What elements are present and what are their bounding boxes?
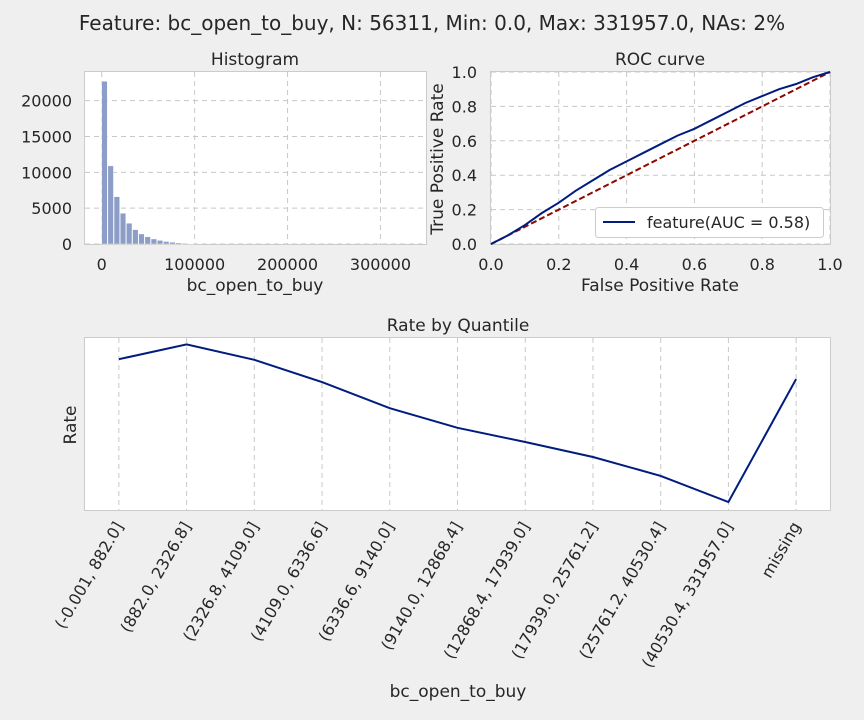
quantile-x-tick-label: missing	[757, 519, 804, 582]
histogram-panel: Histogram 0 100000 200000 300000 0 5000 10000…	[21, 50, 427, 296]
histogram-x-label: bc_open_to_buy	[187, 276, 324, 296]
histogram-y-tick-label: 0	[62, 235, 72, 254]
roc-y-tick-label: 0.0	[452, 235, 477, 254]
roc-y-tick-label: 0.2	[452, 201, 477, 220]
histogram-bar	[113, 196, 120, 245]
quantile-grid	[118, 338, 797, 510]
roc-x-tick-label: 0.4	[614, 255, 639, 274]
histogram-bars	[101, 81, 194, 245]
roc-x-tick-label: 1.0	[817, 255, 842, 274]
roc-x-tick-label: 0.6	[682, 255, 707, 274]
roc-y-tick-label: 0.8	[452, 97, 477, 116]
figure-suptitle: Feature: bc_open_to_buy, N: 56311, Min: …	[79, 11, 785, 35]
roc-panel: ROC curve 0.0 0.2 0.4 0.6 0.8 1.0 0.00.20.40.…	[428, 50, 843, 296]
quantile-line	[118, 343, 797, 504]
histogram-x-tick-label: 0	[97, 255, 107, 274]
roc-y-label: True Positive Rate	[428, 83, 448, 235]
quantile-x-tick-label: (2326.8, 4109.0]	[179, 519, 263, 645]
histogram-grid	[85, 72, 426, 245]
histogram-bar	[107, 165, 114, 245]
histogram-x-tick-label: 300000	[350, 255, 411, 274]
roc-legend-box	[595, 207, 824, 238]
histogram-bar	[132, 229, 139, 245]
quantile-title: Rate by Quantile	[387, 316, 530, 336]
histogram-bar	[126, 223, 133, 245]
histogram-bar	[157, 240, 164, 245]
histogram-y-ticks: 0 5000 10000 15000 20000	[21, 92, 72, 254]
quantile-x-tick-label: (6336.6, 9140.0]	[314, 519, 398, 645]
quantile-x-tick-label: (-0.001, 882.0]	[51, 519, 127, 632]
roc-y-tick-label: 1.0	[452, 63, 477, 82]
roc-title: ROC curve	[615, 50, 705, 70]
quantile-x-ticks: (-0.001, 882.0](882.0, 2326.8](2326.8, 4…	[51, 519, 805, 672]
quantile-y-label: Rate	[61, 406, 81, 445]
roc-x-tick-label: 0.0	[478, 255, 503, 274]
roc-y-tick-label: 0.4	[452, 166, 477, 185]
quantile-x-label: bc_open_to_buy	[390, 682, 527, 702]
histogram-bar	[169, 242, 176, 245]
histogram-bar	[101, 81, 108, 245]
histogram-bar	[163, 241, 170, 245]
quantile-panel: Rate by Quantile (-0.001, 882.0](882.0, …	[51, 316, 831, 702]
histogram-y-tick-label: 10000	[21, 163, 72, 182]
histogram-bar	[181, 243, 188, 245]
quantile-x-tick-label: (882.0, 2326.8]	[116, 519, 195, 636]
histogram-bar	[138, 233, 145, 245]
roc-x-ticks: 0.0 0.2 0.4 0.6 0.8 1.0	[478, 255, 842, 274]
roc-x-tick-label: 0.2	[546, 255, 571, 274]
histogram-y-tick-label: 5000	[31, 199, 72, 218]
roc-x-tick-label: 0.8	[749, 255, 774, 274]
histogram-x-ticks: 0 100000 200000 300000	[97, 255, 411, 274]
roc-y-tick-label: 0.6	[452, 132, 477, 151]
histogram-bar	[120, 212, 127, 245]
roc-curve	[490, 71, 831, 245]
histogram-y-tick-label: 15000	[21, 128, 72, 147]
roc-x-label: False Positive Rate	[581, 276, 739, 296]
quantile-rate-line	[118, 343, 797, 504]
roc-y-ticks: 0.0 0.2 0.4 0.6 0.8 1.0	[452, 63, 477, 254]
roc-diagonal-line	[490, 71, 831, 245]
histogram-y-tick-label: 20000	[21, 92, 72, 111]
roc-legend-label: feature(AUC = 0.58)	[647, 213, 810, 232]
histogram-plot-area	[84, 71, 427, 245]
histogram-x-tick-label: 200000	[257, 255, 318, 274]
histogram-title: Histogram	[211, 50, 299, 70]
histogram-bar	[144, 236, 151, 245]
quantile-x-tick-label: (4109.0, 6336.6]	[247, 519, 331, 645]
histogram-x-tick-label: 100000	[164, 255, 225, 274]
roc-legend: feature(AUC = 0.58)	[595, 207, 824, 238]
histogram-bar	[150, 238, 157, 245]
histogram-bar	[175, 242, 182, 245]
roc-lines	[490, 71, 831, 245]
